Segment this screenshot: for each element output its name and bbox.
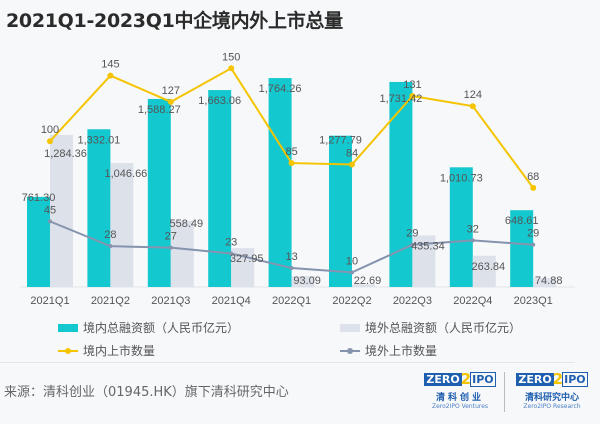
legend-swatch (340, 323, 360, 332)
data-label-overseas-financing: 263.84 (471, 261, 505, 273)
data-label-domestic-count: 131 (403, 79, 421, 91)
bar-domestic-financing (27, 196, 50, 287)
legend-swatch (58, 323, 78, 332)
divider (0, 362, 575, 363)
data-label-overseas-financing: 327.95 (230, 253, 264, 265)
chart-title: 2021Q1-2023Q1中企境内外上市总量 (6, 10, 343, 32)
legend-label: 境内总融资额（人民币亿元） (83, 321, 240, 335)
x-tick-label: 2021Q1 (30, 295, 69, 307)
data-label-domestic-count: 100 (41, 124, 59, 136)
point-domestic-count (409, 92, 416, 99)
data-label-domestic-count: 124 (464, 89, 482, 101)
point-overseas-count (410, 242, 415, 247)
bar-domestic-financing (208, 90, 232, 287)
legend-domestic-count: 境内上市数量 (58, 342, 155, 359)
x-tick-label: 2022Q3 (393, 295, 432, 307)
data-label-domestic-financing: 1,010.73 (440, 172, 483, 184)
data-label-domestic-count: 85 (285, 146, 297, 158)
bar-domestic-financing (268, 78, 292, 288)
data-label-overseas-financing: 558.49 (169, 218, 203, 230)
bar-domestic-financing (510, 210, 534, 287)
point-overseas-count (531, 242, 536, 247)
legend-label: 境内上市数量 (83, 344, 156, 358)
zero2ipo-research-logo: ZERO 2 IPO 清科研究中心 Zero2IPO Research (516, 370, 588, 410)
data-label-overseas-financing: 1,046.66 (104, 168, 147, 180)
bar-domestic-financing (87, 129, 111, 287)
data-label-overseas-count: 32 (467, 223, 479, 235)
data-label-overseas-count: 27 (165, 231, 177, 243)
bar-overseas-financing (472, 255, 496, 287)
point-domestic-count (107, 72, 114, 79)
bar-domestic-financing (449, 167, 473, 287)
x-tick-label: 2022Q4 (453, 295, 492, 307)
x-tick-label: 2021Q2 (91, 295, 130, 307)
point-domestic-count (349, 161, 355, 168)
x-tick-label: 2023Q1 (514, 295, 553, 307)
point-domestic-count (47, 138, 53, 145)
x-tick-label: 2022Q1 (272, 295, 311, 307)
data-label-domestic-financing: 1,277.79 (319, 135, 362, 147)
data-label-overseas-count: 29 (527, 228, 539, 240)
data-label-domestic-count: 84 (346, 148, 358, 160)
legend-swatch (58, 347, 78, 354)
data-label-domestic-financing: 1,663.06 (198, 95, 241, 107)
data-label-overseas-count: 45 (44, 204, 56, 216)
legend-label: 境外上市数量 (365, 344, 438, 358)
bar-overseas-financing (110, 163, 134, 287)
point-overseas-count (229, 251, 234, 256)
data-label-domestic-financing: 1,731.42 (379, 93, 422, 105)
data-label-domestic-count: 145 (101, 59, 119, 71)
bar-overseas-financing (170, 220, 194, 287)
legend-overseas-count: 境外上市数量 (340, 342, 437, 359)
data-label-overseas-count: 10 (346, 255, 358, 267)
point-overseas-count (48, 219, 52, 224)
bar-overseas-financing (291, 275, 315, 287)
data-label-domestic-financing: 761.30 (22, 192, 56, 204)
x-tick-label: 2021Q4 (212, 295, 251, 307)
point-overseas-count (470, 238, 475, 243)
data-label-overseas-count: 13 (285, 251, 297, 263)
point-domestic-count (167, 98, 174, 105)
data-label-domestic-count: 127 (162, 85, 180, 97)
legend-overseas-financing: 境外总融资额（人民币亿元） (340, 319, 521, 336)
point-overseas-count (168, 245, 173, 250)
point-overseas-count (108, 244, 113, 249)
bar-domestic-financing (389, 81, 413, 287)
data-label-overseas-count: 23 (225, 236, 237, 248)
point-domestic-count (288, 160, 295, 167)
logo-divider (504, 372, 505, 412)
point-domestic-count (228, 65, 235, 72)
data-label-domestic-count: 150 (222, 51, 240, 63)
data-label-domestic-financing: 1,332.01 (77, 134, 120, 146)
bar-overseas-financing (412, 235, 436, 287)
data-label-overseas-financing: 1,284.36 (44, 148, 87, 160)
legend-label: 境外总融资额（人民币亿元） (365, 321, 522, 335)
chart-plot: 2021Q1 2021Q2 2021Q3 2021Q4 2022Q1 2022Q2 2022… (20, 51, 575, 307)
data-label-overseas-count: 28 (104, 229, 116, 241)
data-label-overseas-count: 29 (406, 228, 418, 240)
bar-overseas-financing (352, 284, 375, 287)
bar-overseas-financing (533, 278, 557, 287)
point-domestic-count (530, 184, 537, 191)
x-tick-label: 2021Q3 (151, 295, 190, 307)
data-label-overseas-financing: 435.34 (411, 240, 445, 252)
source-text: 来源：清科创业（01945.HK）旗下清科研究中心 (4, 385, 289, 400)
point-overseas-count (289, 266, 294, 271)
bar-domestic-financing (329, 135, 352, 287)
x-tick-label: 2022Q2 (332, 295, 371, 307)
data-label-domestic-financing: 1,764.26 (259, 83, 302, 95)
data-label-overseas-financing: 93.09 (293, 275, 321, 287)
point-domestic-count (469, 103, 476, 110)
data-label-domestic-financing: 648.61 (505, 215, 539, 227)
data-label-domestic-count: 68 (527, 171, 539, 183)
zero2ipo-ventures-logo: ZERO 2 IPO 清科创业 Zero2IPO Ventures (424, 370, 496, 410)
point-overseas-count (350, 270, 354, 275)
bar-domestic-financing (147, 98, 171, 287)
data-label-overseas-financing: 74.88 (535, 275, 563, 287)
data-label-overseas-financing: 22.69 (354, 275, 382, 287)
legend-swatch (340, 347, 360, 354)
bar-overseas-financing (50, 134, 73, 287)
data-label-domestic-financing: 1,588.27 (138, 104, 181, 116)
legend-domestic-financing: 境内总融资额（人民币亿元） (58, 319, 239, 336)
